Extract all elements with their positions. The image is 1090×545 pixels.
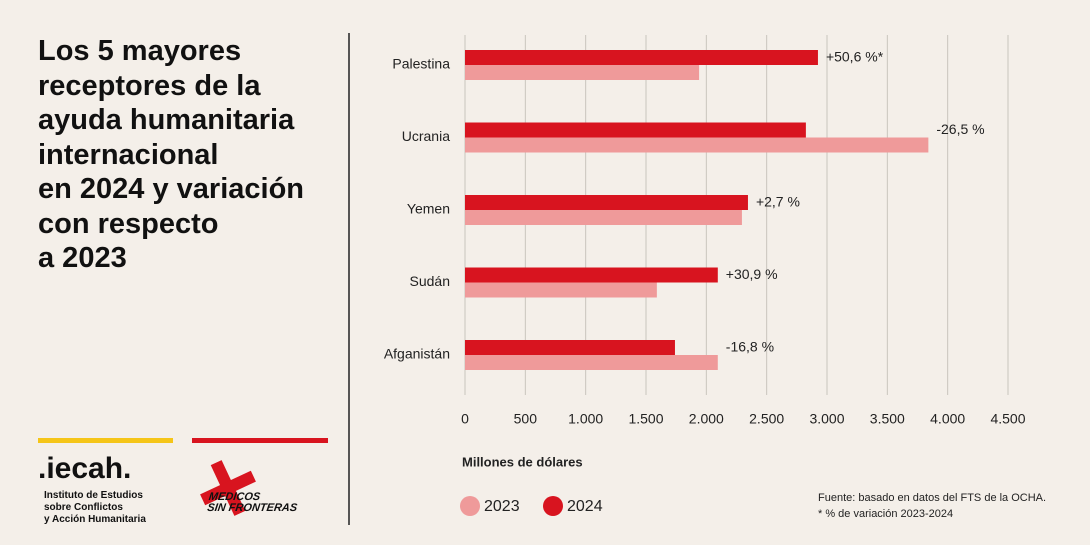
- bar: [465, 137, 929, 153]
- annotation: +30,9 %: [726, 266, 778, 282]
- y-tick-label: Afganistán: [384, 346, 450, 362]
- source: Fuente: basado en datos del FTS de la OC…: [818, 492, 1046, 504]
- x-tick-label: 2.000: [689, 411, 724, 427]
- legend-swatch: [543, 496, 563, 516]
- chart-title: Los 5 mayores receptores de la ayuda hum…: [38, 35, 304, 274]
- x-tick-label: 3.000: [809, 411, 844, 427]
- bar: [465, 355, 718, 370]
- y-tick-label: Yemen: [407, 201, 450, 217]
- note: * % de variación 2023-2024: [818, 508, 953, 520]
- bar: [465, 210, 742, 225]
- bar: [465, 50, 818, 65]
- annotation: -26,5 %: [936, 121, 984, 137]
- bar: [465, 282, 657, 298]
- annotation: +2,7 %: [756, 194, 800, 210]
- iecah-logo: .iecah.: [38, 452, 132, 485]
- legend-swatch: [460, 496, 480, 516]
- x-tick-label: 0: [461, 411, 469, 427]
- msf-icon: [200, 460, 256, 516]
- iecah-bar: [38, 438, 173, 443]
- bar: [465, 267, 718, 283]
- x-tick-label: 1.500: [628, 411, 663, 427]
- y-tick-label: Ucrania: [402, 128, 450, 144]
- bar: [465, 65, 700, 80]
- annotation: -16,8 %: [726, 339, 774, 355]
- legend-label: 2024: [567, 498, 603, 515]
- msf-bar: [192, 438, 328, 443]
- bar: [465, 340, 675, 355]
- y-tick-label: Sudán: [410, 273, 450, 289]
- legend-label: 2023: [484, 498, 520, 515]
- x-tick-label: 4.000: [930, 411, 965, 427]
- y-tick-label: Palestina: [392, 56, 450, 72]
- x-tick-label: 1.000: [568, 411, 603, 427]
- x-axis-label: Millones de dólares: [462, 454, 583, 469]
- iecah-text: Instituto de Estudios sobre Conflictos y…: [44, 490, 146, 525]
- msf-text: MEDICOS SIN FRONTERAS: [206, 491, 298, 514]
- annotation: +50,6 %*: [826, 49, 884, 65]
- x-tick-label: 500: [514, 411, 538, 427]
- bar: [465, 195, 748, 210]
- bar: [465, 122, 806, 138]
- x-tick-label: 2.500: [749, 411, 784, 427]
- x-tick-label: 4.500: [990, 411, 1025, 427]
- x-tick-label: 3.500: [870, 411, 905, 427]
